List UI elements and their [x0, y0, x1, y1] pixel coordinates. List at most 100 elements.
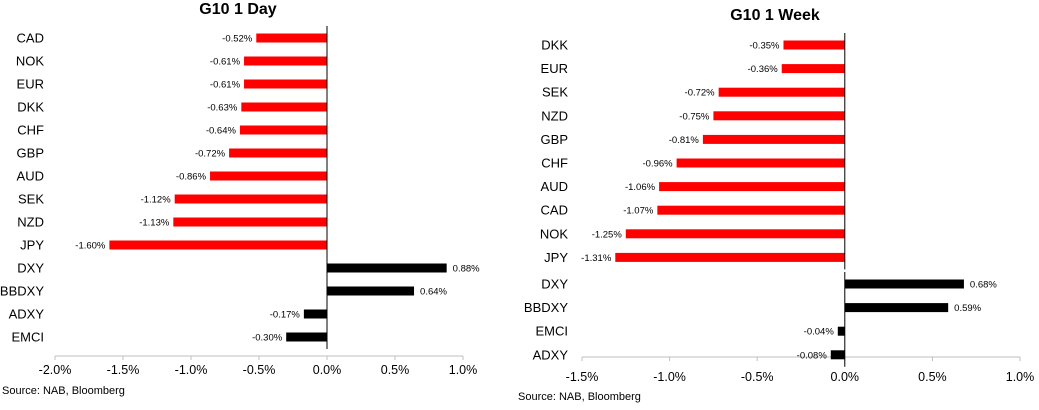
- bar-jpy: [109, 240, 328, 250]
- bar-nok: [625, 229, 845, 239]
- data-label: -0.52%: [222, 34, 253, 45]
- data-label: -0.81%: [669, 135, 700, 146]
- bar-eur: [244, 79, 327, 89]
- category-label: CAD: [541, 203, 568, 218]
- data-label: -1.25%: [592, 229, 623, 240]
- category-label: CHF: [17, 123, 44, 138]
- data-label: -1.13%: [139, 218, 170, 229]
- data-label: -0.72%: [685, 88, 716, 99]
- category-label: AUD: [541, 179, 568, 194]
- data-label: -1.31%: [581, 253, 612, 264]
- category-label: BBDXY: [0, 284, 44, 299]
- category-label: EUR: [17, 77, 44, 92]
- data-label: -0.30%: [252, 333, 283, 344]
- bar-eur: [781, 64, 845, 74]
- data-label: 0.64%: [420, 287, 447, 298]
- category-label: EMCI: [12, 330, 45, 345]
- data-label: -0.96%: [642, 159, 673, 170]
- data-label: -0.61%: [210, 57, 241, 68]
- category-label: EMCI: [536, 324, 569, 339]
- bar-dkk: [783, 40, 845, 50]
- category-label: GBP: [541, 132, 568, 147]
- data-label: -0.17%: [270, 310, 301, 321]
- category-label: ADXY: [533, 347, 569, 362]
- category-label: DXY: [541, 277, 568, 292]
- bar-bbdxy: [844, 303, 949, 313]
- data-label: 0.59%: [954, 303, 981, 314]
- bar-adxy: [830, 350, 845, 360]
- bar-dxy: [844, 279, 964, 289]
- bar-nok: [244, 56, 327, 66]
- bar-emci: [286, 332, 327, 342]
- bar-emci: [837, 326, 845, 336]
- bar-dxy: [327, 263, 447, 273]
- data-label: -0.75%: [679, 111, 710, 122]
- category-label: SEK: [18, 192, 44, 207]
- category-label: NOK: [540, 226, 569, 241]
- x-tick-label: -2.0%: [39, 363, 72, 377]
- x-tick-label: 1.0%: [449, 363, 478, 377]
- source-note: Source: NAB, Bloomberg: [518, 391, 641, 403]
- bar-chf: [676, 158, 845, 168]
- data-label: -0.86%: [176, 172, 207, 183]
- category-label: BBDXY: [524, 300, 568, 315]
- x-tick-label: 0.0%: [313, 363, 342, 377]
- x-tick-label: -0.5%: [243, 363, 276, 377]
- category-label: SEK: [542, 85, 568, 100]
- bar-sek: [718, 87, 845, 97]
- bar-adxy: [303, 309, 327, 319]
- bar-aud: [210, 171, 327, 181]
- x-tick-label: 0.0%: [831, 370, 860, 384]
- bar-cad: [657, 205, 845, 215]
- bar-dkk: [241, 102, 327, 112]
- data-label: -0.72%: [195, 149, 226, 160]
- bar-cad: [256, 33, 327, 43]
- data-label: -1.60%: [75, 241, 106, 252]
- data-label: -0.61%: [210, 80, 241, 91]
- data-label: 0.88%: [453, 264, 480, 275]
- bar-nzd: [713, 111, 845, 121]
- category-label: CHF: [541, 156, 568, 171]
- x-tick-label: 1.0%: [1006, 370, 1035, 384]
- data-label: -0.63%: [207, 103, 238, 114]
- data-label: -1.07%: [623, 206, 654, 217]
- category-label: DXY: [17, 261, 44, 276]
- category-label: JPY: [544, 250, 568, 265]
- data-label: -1.12%: [141, 195, 172, 206]
- category-label: NOK: [16, 54, 45, 69]
- chart-title: G10 1 Day: [199, 1, 276, 18]
- bar-aud: [659, 182, 845, 192]
- x-tick-label: 0.5%: [918, 370, 947, 384]
- data-label: -0.35%: [749, 41, 780, 52]
- data-label: 0.68%: [970, 280, 997, 291]
- category-label: DKK: [17, 100, 44, 115]
- bar-jpy: [615, 252, 845, 262]
- x-tick-label: -1.0%: [175, 363, 208, 377]
- bar-sek: [174, 194, 327, 204]
- category-label: GBP: [17, 146, 44, 161]
- source-note: Source: NAB, Bloomberg: [2, 385, 125, 397]
- bar-gbp: [702, 134, 845, 144]
- bar-gbp: [229, 148, 327, 158]
- bar-bbdxy: [327, 286, 415, 296]
- data-label: -0.64%: [206, 126, 237, 137]
- category-label: NZD: [541, 108, 568, 123]
- data-label: -0.04%: [804, 327, 835, 338]
- bar-chf: [239, 125, 327, 135]
- x-tick-label: -1.0%: [653, 370, 686, 384]
- x-tick-label: -1.5%: [107, 363, 140, 377]
- data-label: -1.06%: [625, 182, 656, 193]
- x-tick-label: 0.5%: [381, 363, 410, 377]
- bar-nzd: [173, 217, 327, 227]
- data-label: -0.08%: [797, 350, 828, 361]
- category-label: NZD: [17, 215, 44, 230]
- chart-title: G10 1 Week: [730, 7, 820, 24]
- category-label: EUR: [541, 61, 568, 76]
- category-label: CAD: [17, 31, 44, 46]
- category-label: ADXY: [9, 307, 45, 322]
- x-tick-label: -0.5%: [741, 370, 774, 384]
- category-label: JPY: [20, 238, 44, 253]
- category-label: DKK: [541, 38, 568, 53]
